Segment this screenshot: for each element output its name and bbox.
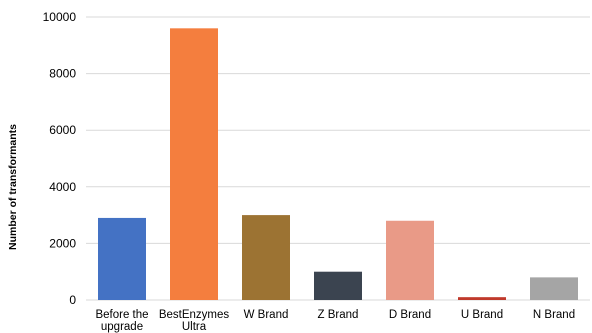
x-tick-label: U Brand bbox=[461, 309, 503, 321]
gridlines bbox=[86, 16, 590, 301]
y-axis-label: Number of transformants bbox=[7, 124, 19, 250]
x-tick-label: Ultra bbox=[182, 321, 207, 333]
x-tick-label: D Brand bbox=[389, 309, 431, 321]
y-tick-label: 2000 bbox=[49, 236, 76, 250]
y-tick-label: 0 bbox=[69, 293, 76, 307]
x-tick-label: Z Brand bbox=[318, 309, 359, 321]
x-tick-label: upgrade bbox=[101, 321, 143, 333]
y-tick-label: 10000 bbox=[43, 10, 77, 24]
y-tick-label: 6000 bbox=[49, 123, 76, 137]
y-tick-label: 4000 bbox=[49, 180, 76, 194]
x-tick-label: W Brand bbox=[244, 309, 289, 321]
bar bbox=[530, 277, 578, 300]
bar bbox=[386, 220, 434, 300]
x-tick-label: N Brand bbox=[533, 309, 575, 321]
bar bbox=[314, 271, 362, 300]
bar bbox=[242, 215, 290, 300]
y-tick-label: 8000 bbox=[49, 67, 76, 81]
bar bbox=[170, 28, 218, 300]
x-tick-label: Before the bbox=[95, 309, 148, 321]
x-tick-label: BestEnzymes bbox=[159, 309, 230, 321]
bar bbox=[98, 217, 146, 300]
bar bbox=[458, 297, 506, 300]
y-axis-ticks: 0 2000 4000 6000 8000 10000 bbox=[43, 10, 77, 307]
bars bbox=[98, 28, 578, 300]
